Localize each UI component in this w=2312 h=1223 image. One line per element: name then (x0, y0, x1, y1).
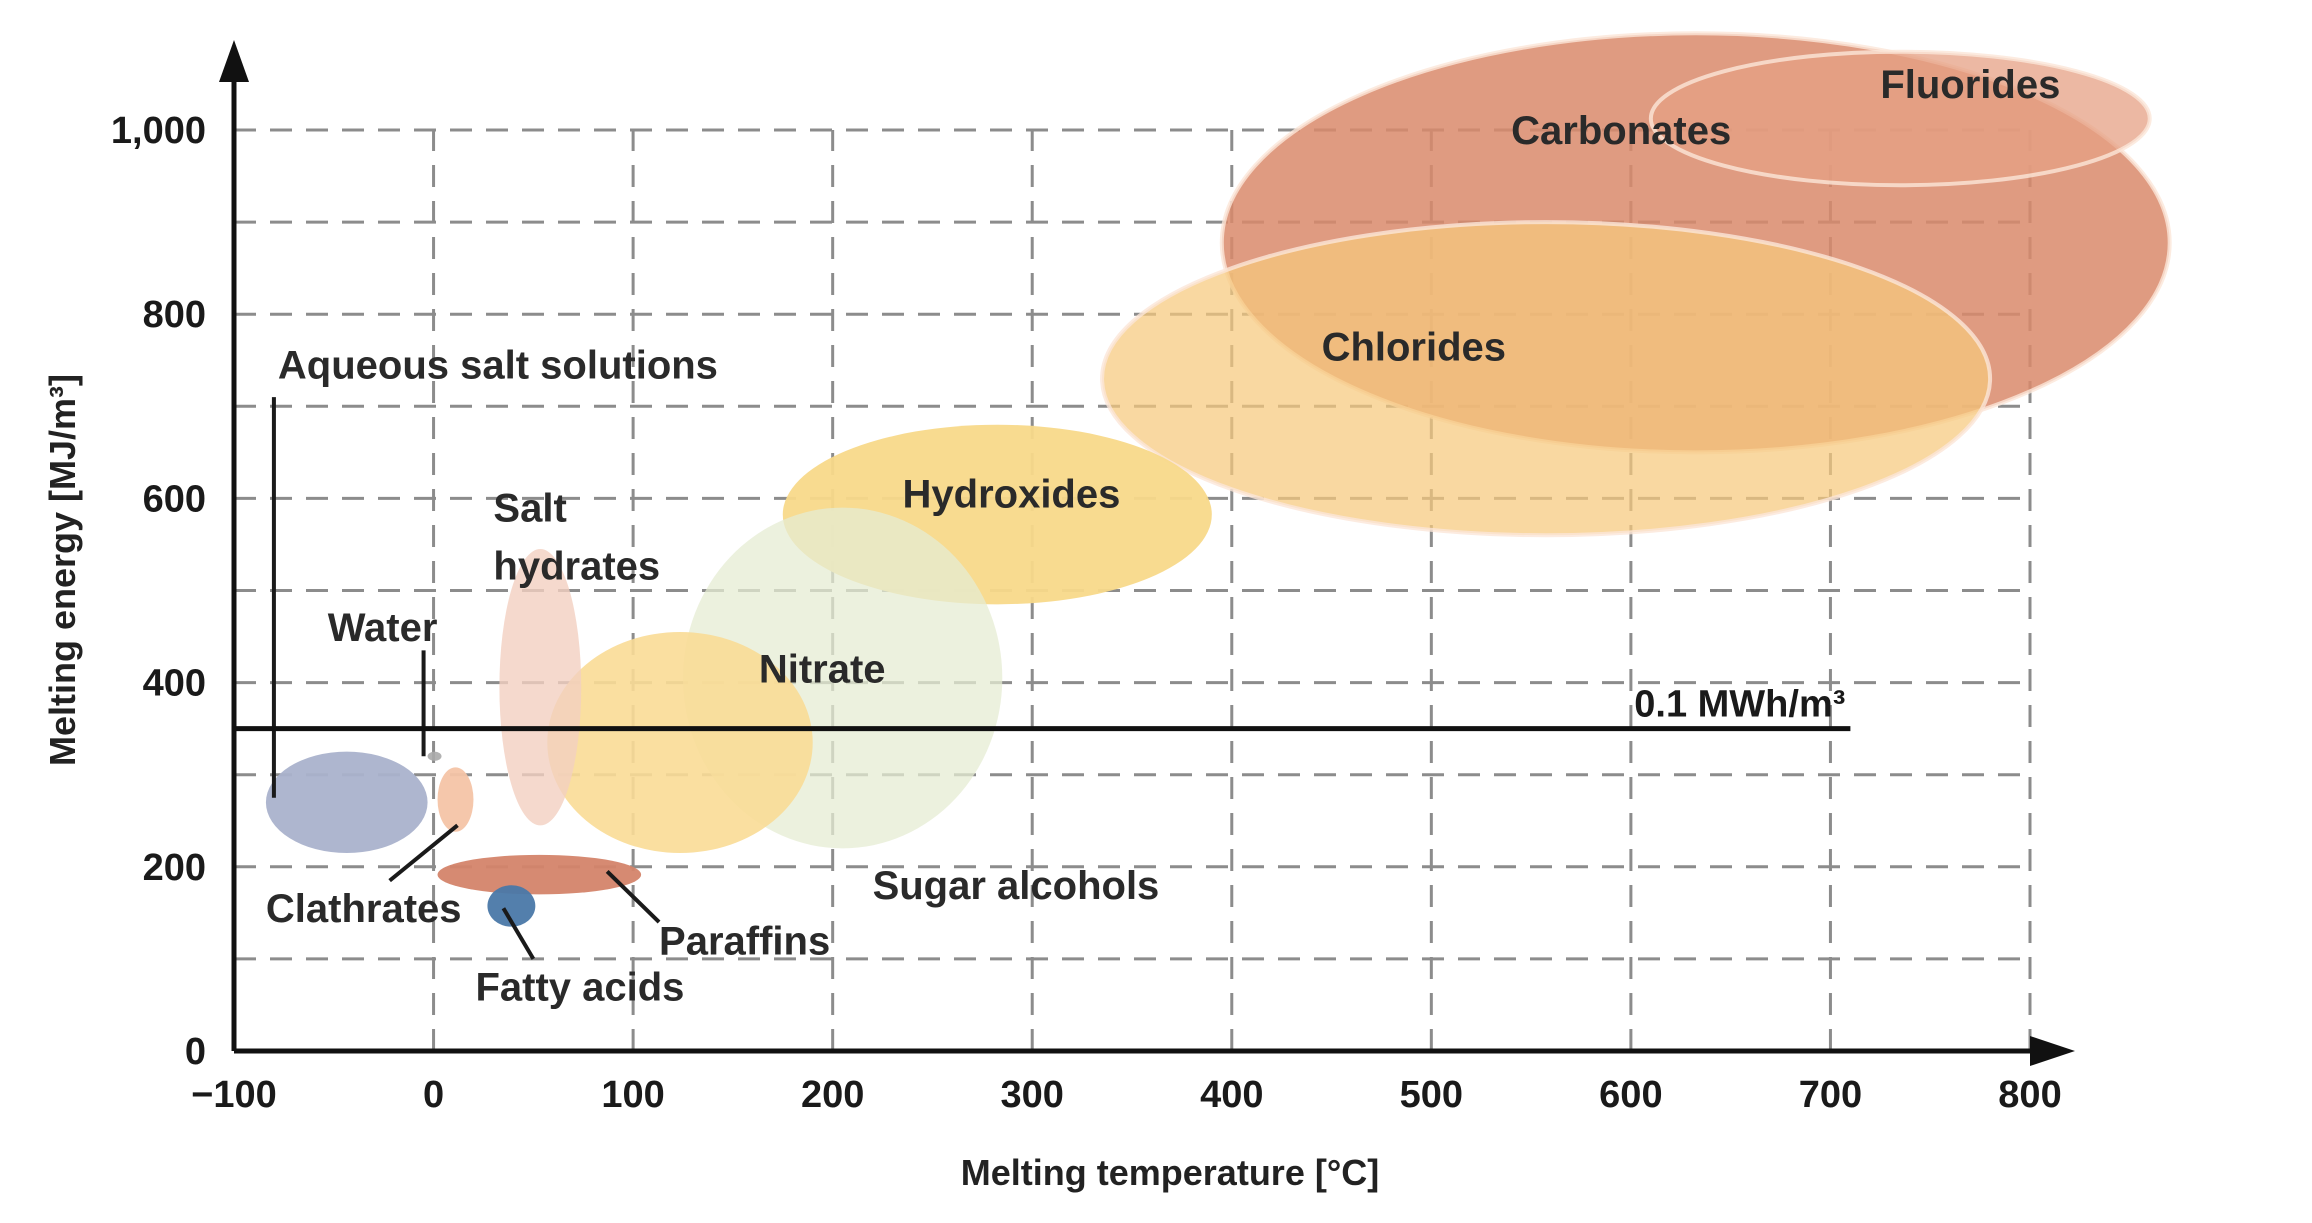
region-labels: Carbonates Fluorides Chlorides Hydroxides Ni… (266, 63, 2060, 1010)
x-axis-title: Melting temperature [°C] (961, 1152, 1379, 1193)
region-sugar-alcohols (547, 631, 813, 853)
x-tick-label-500: 500 (1400, 1074, 1463, 1116)
x-tick-label-700: 700 (1799, 1074, 1862, 1116)
y-axis-arrow (219, 40, 249, 82)
region-label-clathrates: Clathrates (266, 887, 462, 931)
x-tick-label-300: 300 (1001, 1074, 1064, 1116)
y-tick-label-600: 600 (143, 478, 206, 520)
region-label-line: Salt (493, 486, 566, 530)
region-label-hydroxides: Hydroxides (903, 473, 1121, 517)
region-chlorides (1100, 220, 1993, 538)
y-axis-title: Melting energy [MJ/m³] (42, 374, 83, 766)
reference-line-group: 0.1 MWh/m³ (234, 684, 1851, 732)
region-label-paraffins: Paraffins (659, 919, 830, 963)
x-tick-label-0: 0 (423, 1074, 444, 1116)
region-label-line: hydrates (493, 544, 660, 588)
material-regions (265, 31, 2172, 927)
x-tick-label-600: 600 (1599, 1074, 1662, 1116)
reference-line-label: 0.1 MWh/m³ (1634, 684, 1845, 726)
x-tick-label-800: 800 (1998, 1074, 2061, 1116)
region-label-fatty-acids: Fatty acids (475, 965, 684, 1009)
pointer-paraffins (605, 869, 661, 924)
region-label-sugar-alcohols: Sugar alcohols (873, 864, 1160, 908)
region-label-aqueous-salt-solutions: Aqueous salt solutions (278, 344, 718, 388)
y-tick-label-1000: 1,000 (111, 110, 206, 152)
x-axis-arrow (2030, 1036, 2075, 1066)
y-tick-label-0: 0 (185, 1031, 206, 1073)
region-fatty-acids (487, 885, 536, 927)
region-clathrates (437, 767, 474, 832)
axes (219, 40, 2075, 1066)
region-paraffins (437, 854, 642, 895)
region-label-salt-hydrates: Salt hydrates (493, 486, 660, 588)
pointer-fatty-acids (501, 907, 536, 960)
tick-labels: −100 0 100 200 300 400 500 600 700 80002004006008… (111, 110, 2062, 1116)
region-label-water: Water (328, 606, 438, 650)
region-aqueous-salt-solutions (265, 751, 428, 853)
x-tick-label-100: −100 (191, 1074, 277, 1116)
y-tick-label-200: 200 (143, 847, 206, 889)
pointer-clathrates (388, 823, 459, 883)
region-water (427, 751, 442, 761)
x-tick-label-200: 200 (801, 1074, 864, 1116)
x-tick-label-400: 400 (1200, 1074, 1263, 1116)
region-label-nitrate: Nitrate (759, 648, 886, 692)
region-label-fluorides: Fluorides (1880, 63, 2060, 107)
region-label-carbonates: Carbonates (1511, 109, 1731, 153)
x-tick-label-100: 100 (601, 1074, 664, 1116)
y-tick-label-400: 400 (143, 663, 206, 705)
region-label-chlorides: Chlorides (1322, 325, 1506, 369)
region-fluorides (1648, 49, 2152, 188)
y-tick-label-800: 800 (143, 294, 206, 336)
region-salt-hydrates (499, 549, 582, 826)
